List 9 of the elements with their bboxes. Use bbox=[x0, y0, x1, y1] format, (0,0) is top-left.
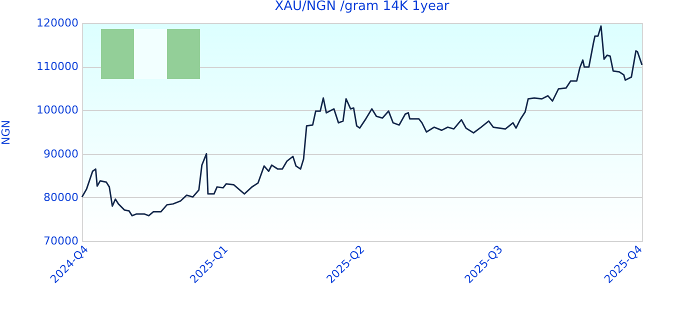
line-series bbox=[81, 25, 643, 216]
y-tick-label: 80000 bbox=[44, 190, 78, 204]
y-axis-title: NGN bbox=[0, 120, 13, 145]
y-tick-label: 100000 bbox=[36, 104, 78, 117]
y-tick-label: 90000 bbox=[44, 147, 78, 160]
chart-title: XAU/NGN /gram 14K 1year bbox=[274, 0, 450, 14]
y-tick-label: 110000 bbox=[36, 60, 78, 74]
y-tick-label: 120000 bbox=[36, 16, 78, 30]
y-tick-label: 70000 bbox=[44, 234, 78, 248]
